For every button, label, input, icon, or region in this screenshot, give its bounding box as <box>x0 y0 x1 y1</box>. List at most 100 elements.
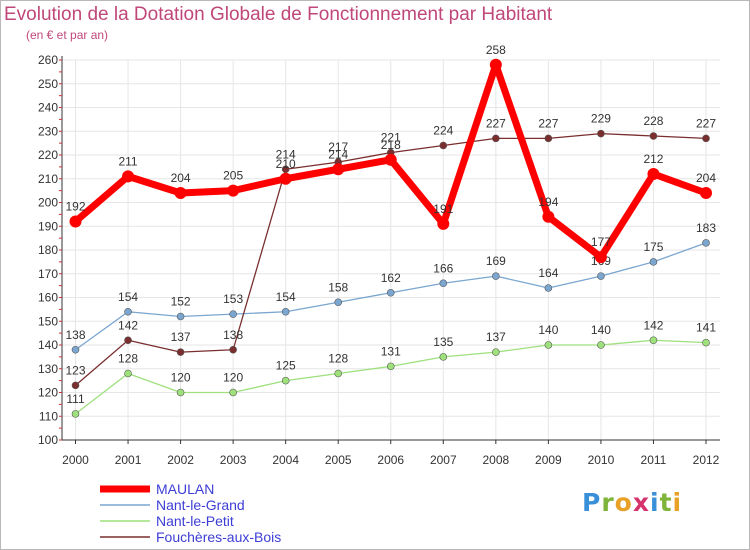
data-point <box>124 336 132 345</box>
data-point <box>334 369 343 378</box>
x-tick-label: 2001 <box>115 453 142 467</box>
data-label: 192 <box>65 200 85 214</box>
data-point <box>492 272 500 280</box>
data-label: 162 <box>381 271 401 285</box>
data-point <box>702 338 710 347</box>
data-label: 194 <box>538 195 558 209</box>
data-point <box>332 163 345 176</box>
y-tick-label: 110 <box>39 409 58 423</box>
y-tick-label: 250 <box>38 77 58 91</box>
data-label: 227 <box>538 116 558 130</box>
y-tick-label: 240 <box>38 101 58 115</box>
data-label: 217 <box>328 140 348 154</box>
data-point <box>229 388 237 397</box>
data-label: 128 <box>118 352 138 366</box>
data-label: 166 <box>433 261 453 275</box>
data-label: 218 <box>381 138 401 152</box>
data-label: 177 <box>591 235 611 249</box>
y-tick-label: 230 <box>38 124 58 138</box>
data-point <box>649 258 658 266</box>
y-tick-label: 210 <box>38 172 58 186</box>
data-label: 137 <box>171 330 191 344</box>
data-label: 125 <box>276 359 296 373</box>
data-point <box>386 288 395 297</box>
data-label: 224 <box>433 124 453 138</box>
data-label: 175 <box>643 240 663 254</box>
data-point <box>334 298 343 307</box>
y-tick-label: 170 <box>38 267 58 281</box>
data-point <box>649 336 658 345</box>
x-tick-label: 2009 <box>535 453 562 467</box>
data-point <box>492 134 500 143</box>
x-tick-label: 2000 <box>62 453 89 467</box>
data-point <box>281 307 290 316</box>
y-tick-label: 160 <box>38 291 58 305</box>
data-label: 204 <box>696 171 716 185</box>
chart-title: Evolution de la Dotation Globale de Fonc… <box>4 4 553 25</box>
data-point <box>124 369 132 378</box>
data-label: 191 <box>433 202 453 216</box>
data-point <box>544 284 553 292</box>
y-tick-label: 150 <box>38 314 58 328</box>
x-tick-label: 2005 <box>325 453 352 467</box>
data-point <box>542 210 555 223</box>
y-tick-label: 220 <box>38 148 58 162</box>
y-tick-label: 190 <box>38 219 58 233</box>
data-label: 128 <box>328 352 348 366</box>
y-tick-label: 200 <box>38 196 58 210</box>
data-label: 204 <box>171 171 191 185</box>
legend-label: Nant-le-Grand <box>156 497 245 513</box>
data-point <box>489 58 502 71</box>
data-label: 158 <box>328 280 348 294</box>
data-label: 152 <box>171 295 191 309</box>
data-label: 142 <box>643 318 663 332</box>
data-point <box>544 134 553 143</box>
data-label: 153 <box>223 292 243 306</box>
data-point <box>647 168 660 180</box>
data-point <box>174 187 187 199</box>
data-point <box>386 362 395 371</box>
chart-subtitle: (en € et par an) <box>26 28 109 42</box>
legend-label: MAULAN <box>156 481 214 497</box>
data-label: 138 <box>65 328 85 342</box>
data-label: 169 <box>486 254 506 268</box>
x-tick-label: 2008 <box>482 453 509 467</box>
data-label: 164 <box>538 266 558 280</box>
proxiti-logo: Proxiti <box>582 488 683 517</box>
y-tick-label: 120 <box>38 386 58 400</box>
data-point <box>71 381 80 390</box>
data-label: 111 <box>66 392 85 406</box>
data-point <box>124 307 132 316</box>
data-label: 135 <box>433 335 453 349</box>
x-tick-label: 2004 <box>272 453 299 467</box>
data-point <box>594 251 607 264</box>
x-tick-label: 2006 <box>377 453 404 467</box>
data-point <box>176 388 185 397</box>
data-label: 138 <box>223 328 243 342</box>
data-label: 154 <box>118 290 138 304</box>
data-point <box>439 353 448 361</box>
x-tick-label: 2003 <box>220 453 247 467</box>
data-label: 183 <box>696 221 716 235</box>
data-label: 214 <box>328 147 348 161</box>
data-label: 227 <box>696 116 716 130</box>
data-label: 137 <box>486 330 506 344</box>
data-point <box>649 132 658 140</box>
y-tick-label: 260 <box>38 53 58 67</box>
data-point <box>597 272 605 280</box>
data-label: 214 <box>276 147 296 161</box>
y-tick-label: 100 <box>38 433 58 447</box>
data-point <box>544 341 553 349</box>
data-label: 120 <box>171 371 191 385</box>
data-label: 141 <box>696 321 716 335</box>
legend-label: Fouchères-aux-Bois <box>156 529 281 545</box>
data-point <box>122 170 135 183</box>
data-label: 142 <box>118 318 138 332</box>
data-point <box>597 129 605 138</box>
data-point <box>437 217 450 230</box>
data-point <box>176 312 185 321</box>
data-label: 140 <box>538 323 558 337</box>
data-label: 258 <box>486 43 506 57</box>
y-tick-label: 130 <box>38 362 58 376</box>
